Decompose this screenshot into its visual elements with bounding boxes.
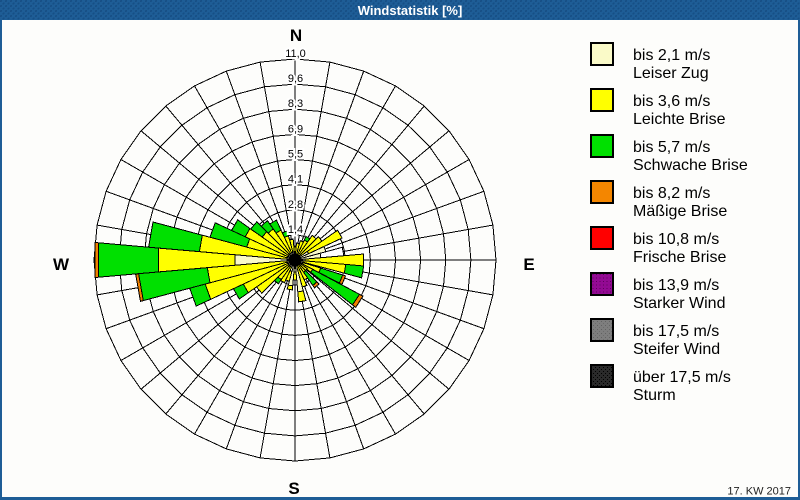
svg-text:bis 17,5 m/s: bis 17,5 m/s [633, 323, 719, 340]
svg-text:bis 5,7 m/s: bis 5,7 m/s [633, 139, 710, 156]
svg-text:Mäßige Brise: Mäßige Brise [633, 203, 727, 220]
svg-text:W: W [53, 255, 70, 274]
svg-text:6,9: 6,9 [288, 123, 303, 135]
svg-text:Steifer Wind: Steifer Wind [633, 341, 720, 358]
svg-text:bis 10,8 m/s: bis 10,8 m/s [633, 231, 719, 248]
svg-text:bis 3,6 m/s: bis 3,6 m/s [633, 93, 710, 110]
svg-text:bis 2,1 m/s: bis 2,1 m/s [633, 47, 710, 64]
svg-text:N: N [290, 26, 302, 45]
svg-text:5,5: 5,5 [288, 149, 303, 161]
svg-text:Windstatistik [%]: Windstatistik [%] [358, 3, 463, 18]
svg-text:Leiser Zug: Leiser Zug [633, 65, 709, 82]
svg-text:Starker Wind: Starker Wind [633, 295, 725, 312]
svg-text:8,3: 8,3 [288, 98, 303, 110]
svg-text:2,8: 2,8 [288, 199, 303, 211]
svg-text:E: E [523, 255, 534, 274]
svg-text:Sturm: Sturm [633, 387, 676, 404]
svg-text:über 17,5 m/s: über 17,5 m/s [633, 369, 731, 386]
svg-text:bis 13,9 m/s: bis 13,9 m/s [633, 277, 719, 294]
svg-text:11,0: 11,0 [285, 48, 306, 60]
svg-text:4,1: 4,1 [288, 174, 303, 186]
svg-text:17. KW 2017: 17. KW 2017 [727, 486, 791, 498]
svg-text:Schwache Brise: Schwache Brise [633, 157, 748, 174]
svg-text:9,6: 9,6 [288, 73, 303, 85]
svg-text:Frische Brise: Frische Brise [633, 249, 726, 266]
svg-text:1,4: 1,4 [288, 224, 303, 236]
svg-text:S: S [288, 479, 299, 498]
svg-text:bis 8,2 m/s: bis 8,2 m/s [633, 185, 710, 202]
svg-text:Leichte Brise: Leichte Brise [633, 111, 726, 128]
